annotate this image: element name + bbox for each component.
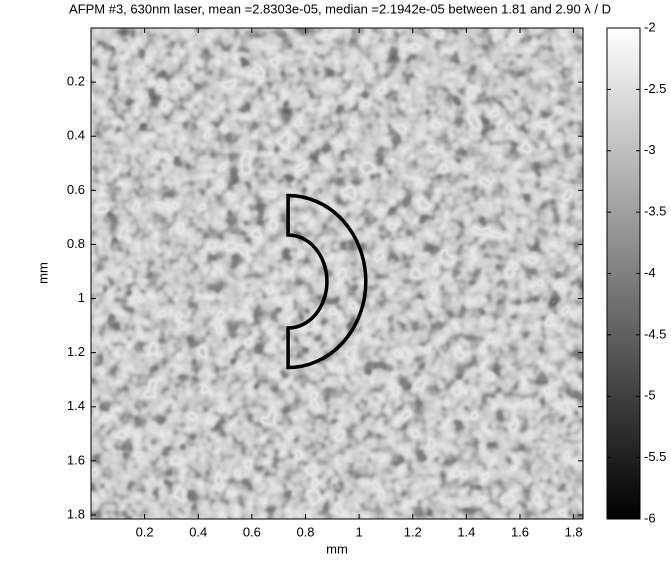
speckle-image [91,28,583,519]
y-tick-label: 0.8 [67,236,85,251]
x-tick-label: 1.4 [457,524,475,539]
y-tick-label: 1 [78,290,85,305]
y-tick-label: 0.2 [67,74,85,89]
colorbar-tick-label: -2 [644,19,656,34]
colorbar-tick-label: -6 [644,510,656,525]
colorbar-tick-label: -2.5 [644,81,666,96]
colorbar-tick-label: -5 [644,388,656,403]
x-tick-label: 1.2 [404,524,422,539]
x-tick-label: 0.4 [189,524,207,539]
colorbar-tick-label: -3.5 [644,204,666,219]
y-tick-label: 1.4 [67,398,85,413]
colorbar-tick-label: -4.5 [644,326,666,341]
colorbar-tick-label: -4 [644,265,656,280]
x-tick-label: 1.6 [511,524,529,539]
x-tick-label: 0.8 [296,524,314,539]
y-tick-label: 1.2 [67,344,85,359]
x-axis-label: mm [326,541,348,556]
colorbar-tick-label: -3 [644,142,656,157]
colorbar-tick-label: -5.5 [644,449,666,464]
x-tick-label: 1.8 [565,524,583,539]
x-tick-label: 1 [356,524,363,539]
y-axis-label: mm [35,262,50,284]
plot-frame [90,27,584,520]
y-tick-label: 1.6 [67,452,85,467]
y-tick-label: 1.8 [67,506,85,521]
colorbar [606,27,641,520]
x-tick-label: 0.6 [243,524,261,539]
mask-outline [286,193,368,370]
y-tick-label: 0.4 [67,128,85,143]
chart-title: AFPM #3, 630nm laser, mean =2.8303e-05, … [69,1,611,16]
y-tick-label: 0.6 [67,182,85,197]
x-tick-label: 0.2 [136,524,154,539]
